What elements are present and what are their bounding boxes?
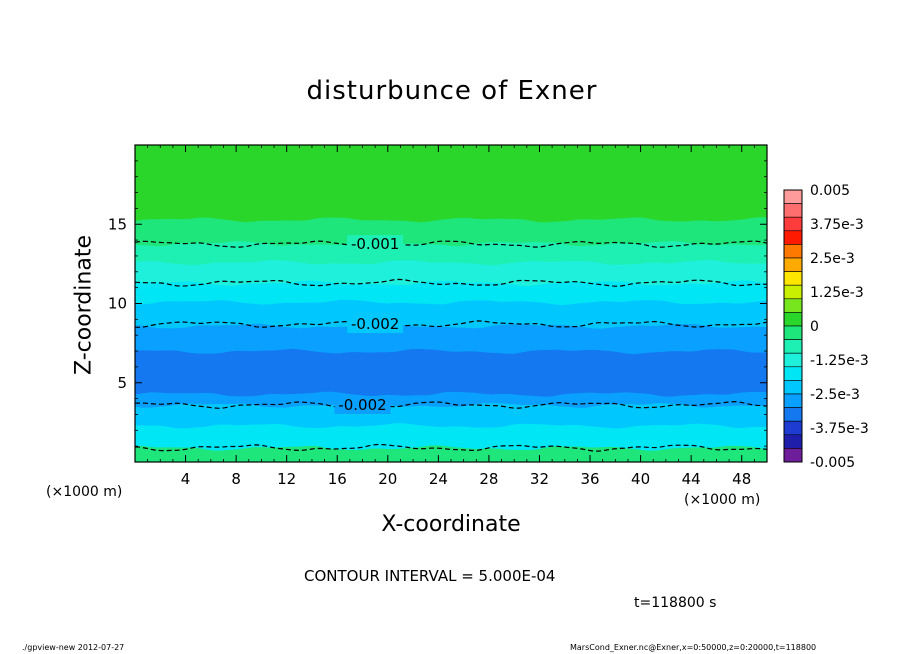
- y-tick-label-15: 15: [108, 215, 127, 233]
- contour-label-3: -0.002: [338, 396, 386, 414]
- colorbar-swatch-14: [783, 380, 803, 395]
- x-tick-label-8: 8: [231, 470, 241, 488]
- y-tick-label-5: 5: [117, 374, 127, 392]
- chart-title: disturbunce of Exner: [306, 76, 598, 106]
- band-4: [134, 348, 768, 397]
- x-tick-label-32: 32: [530, 470, 549, 488]
- colorbar-swatch-4: [783, 244, 803, 259]
- time-label: t=118800 s: [634, 595, 717, 611]
- band-11: [134, 144, 768, 223]
- x-tick-label-28: 28: [479, 470, 498, 488]
- colorbar-swatch-9: [783, 312, 803, 327]
- x-tick-label-40: 40: [631, 470, 650, 488]
- band-1: [134, 422, 768, 451]
- colorbar-swatch-19: [783, 448, 803, 463]
- colorbar: 0.005 3.75e-3 2.5e-3 1.25e-3 0 -1.25e-3 -2.5e-…: [783, 183, 869, 471]
- band-5: [134, 322, 768, 355]
- x-tick-label-20: 20: [378, 470, 397, 488]
- colorbar-swatch-16: [783, 407, 803, 422]
- colorbar-label-5: -1.25e-3: [810, 353, 869, 369]
- colorbar-label-6: -2.5e-3: [810, 387, 860, 403]
- colorbar-swatch-12: [783, 352, 803, 368]
- colorbar-swatch-3: [783, 230, 803, 245]
- x-unit-left: (×1000 m): [46, 484, 123, 500]
- colorbar-swatch-13: [783, 366, 803, 381]
- x-tick-label-48: 48: [732, 470, 751, 488]
- contour-label-0: -0.001: [351, 235, 399, 253]
- colorbar-swatch-10: [783, 325, 803, 340]
- plot-bands: [134, 144, 768, 463]
- contour-label-bg-2: [347, 315, 404, 334]
- colorbar-label-7: -3.75e-3: [810, 421, 869, 437]
- x-tick-label-24: 24: [429, 470, 448, 488]
- colorbar-swatch-6: [783, 271, 803, 286]
- colorbar-label-2: 2.5e-3: [810, 251, 855, 267]
- contour-line-0: [134, 240, 768, 248]
- contour-line-3: [135, 401, 768, 409]
- colorbar-swatch-2: [783, 216, 803, 232]
- colorbar-label-0: 0.005: [810, 183, 850, 199]
- x-axis-label: X-coordinate: [381, 512, 521, 537]
- contour-line-2: [134, 320, 768, 328]
- colorbar-label-4: 0: [810, 319, 819, 335]
- contour-line-1: [134, 278, 768, 287]
- footer-left: ./gpview-new 2012-07-27: [22, 643, 125, 652]
- colorbar-swatch-11: [783, 339, 803, 354]
- colorbar-swatch-7: [783, 284, 803, 300]
- colorbar-swatch-5: [783, 257, 803, 272]
- colorbar-swatch-18: [783, 434, 803, 449]
- x-tick-label-16: 16: [328, 470, 347, 488]
- x-tick-label-36: 36: [580, 470, 599, 488]
- x-unit-right: (×1000 m): [684, 492, 761, 508]
- colorbar-swatch-15: [783, 393, 803, 408]
- colorbar-label-3: 1.25e-3: [810, 285, 864, 301]
- colorbar-label-1: 3.75e-3: [810, 217, 864, 233]
- contour-line-4: [134, 443, 768, 452]
- contour-label-2: -0.002: [351, 315, 399, 333]
- colorbar-swatch-0: [783, 189, 803, 204]
- colorbar-frame: [783, 189, 803, 463]
- contour-label-bg-0: [347, 235, 404, 254]
- y-tick-label-10: 10: [108, 295, 127, 313]
- colorbar-swatch-1: [783, 203, 803, 218]
- colorbar-swatch-8: [783, 298, 803, 313]
- footer-right: MarsCond_Exner.nc@Exner,x=0:50000,z=0:20…: [570, 643, 817, 652]
- x-tick-label-4: 4: [181, 470, 191, 488]
- x-tick-label-44: 44: [682, 470, 701, 488]
- x-tick-label-12: 12: [277, 470, 296, 488]
- plot-contours: -0.001 -0.002 -0.002: [134, 235, 768, 452]
- contour-interval-label: CONTOUR INTERVAL = 5.000E-04: [304, 567, 556, 585]
- contour-label-bg-3: [334, 395, 391, 414]
- colorbar-swatch-17: [783, 420, 803, 436]
- colorbar-label-8: -0.005: [810, 455, 855, 471]
